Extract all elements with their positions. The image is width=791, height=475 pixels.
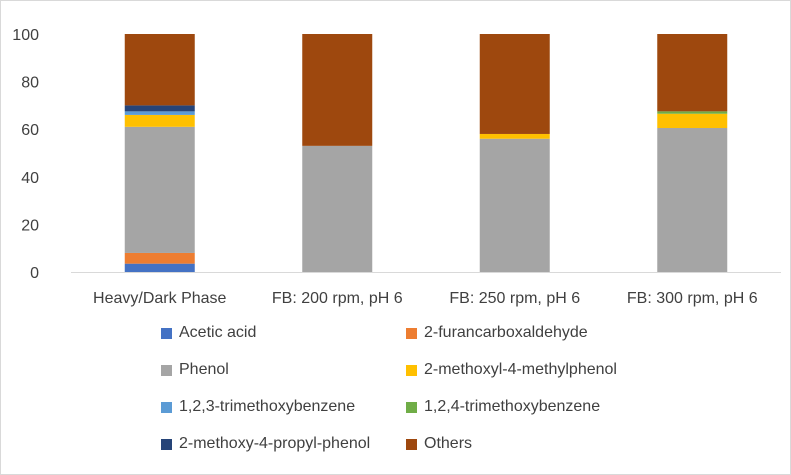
bar-segment-1-2-3-trimethoxybenzene: [124, 111, 195, 115]
legend-label: Acetic acid: [179, 324, 257, 341]
legend-item: 1,2,3-trimethoxybenzene: [161, 398, 355, 416]
x-tick-label: FB: 300 rpm, pH 6: [627, 290, 758, 307]
legend-item: 2-methoxyl-4-methylphenol: [406, 361, 617, 379]
legend-item: 2-methoxy-4-propyl-phenol: [161, 435, 370, 453]
y-tick-label: 40: [21, 170, 39, 187]
bar-segment-phenol: [479, 138, 550, 272]
legend-swatch: [161, 401, 172, 413]
y-tick-label: 0: [30, 265, 39, 282]
legend-label: 1,2,3-trimethoxybenzene: [179, 398, 356, 415]
bar-segment-phenol: [124, 126, 195, 253]
bar-segment-acetic-acid: [124, 263, 195, 272]
legend-item: Others: [406, 435, 472, 453]
legend-swatch: [161, 327, 172, 339]
legend-label: 2-methoxy-4-propyl-phenol: [179, 435, 371, 452]
legend-label: 2-furancarboxaldehyde: [424, 324, 588, 341]
bar-segment-1-2-4-trimethoxybenzene: [657, 111, 728, 114]
legend-swatch: [406, 364, 417, 376]
legend-swatch: [161, 364, 172, 376]
legend-swatch: [406, 401, 417, 413]
bar-segment-2-methoxy-4-propyl-phenol: [124, 105, 195, 112]
y-tick-label: 20: [21, 217, 39, 234]
legend-item: Acetic acid: [161, 324, 256, 342]
bar-segment-2-furancarboxaldehyde: [124, 252, 195, 264]
y-tick-label: 80: [21, 75, 39, 92]
x-tick-label: FB: 200 rpm, pH 6: [272, 290, 403, 307]
legend-label: 2-methoxyl-4-methylphenol: [424, 361, 617, 378]
legend-label: Phenol: [179, 361, 229, 378]
legend-label: Others: [424, 435, 473, 452]
bar-segment-phenol: [302, 145, 373, 272]
y-tick-label: 60: [21, 122, 39, 139]
legend-swatch: [406, 438, 417, 450]
legend-swatch: [161, 438, 172, 450]
y-tick-label: 100: [12, 27, 39, 44]
legend-item: Phenol: [161, 361, 229, 379]
bar-segment-others: [657, 34, 728, 112]
legend-item: 2-furancarboxaldehyde: [406, 324, 588, 342]
bar-segment-others: [302, 34, 373, 146]
bar-segment-2-methoxyl-4-methylphenol: [657, 113, 728, 129]
legend-item: 1,2,4-trimethoxybenzene: [406, 398, 600, 416]
bar-segment-others: [479, 34, 550, 134]
bar-segment-others: [124, 34, 195, 106]
x-tick-label: FB: 250 rpm, pH 6: [449, 290, 580, 307]
legend-swatch: [406, 327, 417, 339]
bar-segment-2-methoxyl-4-methylphenol: [124, 114, 195, 127]
stacked-bar-chart: 0 20 40 60 80 100 Heavy/Dark Phase FB: 200 rpm…: [12, 27, 781, 307]
bar-segment-2-methoxyl-4-methylphenol: [479, 133, 550, 139]
x-tick-label: Heavy/Dark Phase: [93, 290, 226, 307]
legend-label: 1,2,4-trimethoxybenzene: [424, 398, 601, 415]
bar-segment-phenol: [657, 128, 728, 272]
